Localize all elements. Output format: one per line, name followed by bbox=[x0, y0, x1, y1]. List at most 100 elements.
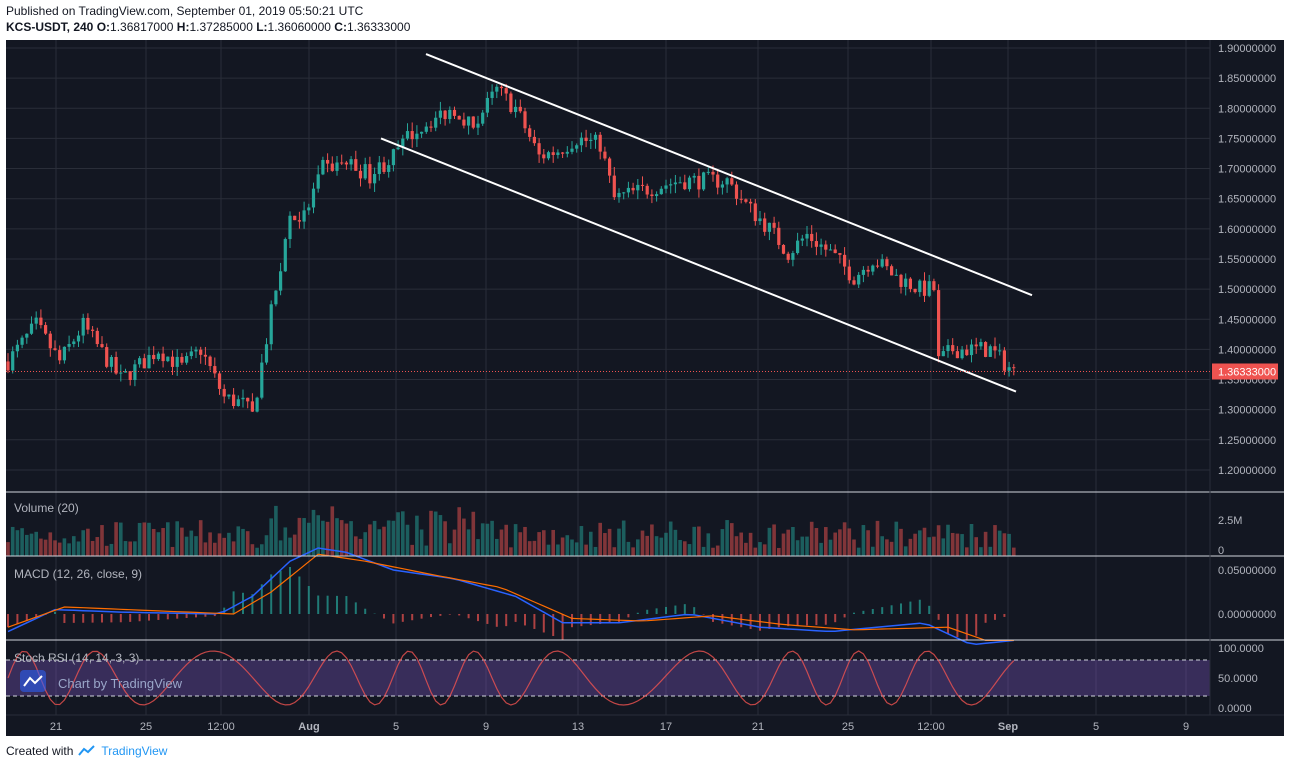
candle bbox=[866, 269, 870, 272]
candle bbox=[128, 371, 132, 380]
price-tick-13: 1.25000000 bbox=[1218, 435, 1276, 447]
channel-lines[interactable] bbox=[380, 53, 1033, 393]
candle bbox=[227, 394, 231, 397]
candle bbox=[25, 333, 29, 338]
candle bbox=[575, 145, 579, 149]
stoch-k-line bbox=[7, 650, 1015, 706]
time-tick-12: 5 bbox=[1093, 721, 1099, 733]
candle bbox=[222, 388, 226, 397]
volume-bar bbox=[382, 526, 386, 556]
volume-bar bbox=[194, 536, 198, 556]
volume-bar bbox=[401, 511, 405, 556]
candle bbox=[368, 164, 372, 184]
symbol-label: KCS-USDT, 240 bbox=[6, 20, 94, 34]
volume-bar bbox=[932, 536, 936, 556]
price-tick-1: 1.85000000 bbox=[1218, 73, 1276, 85]
candle bbox=[899, 274, 903, 287]
ohlc-low: L:1.36060000 bbox=[256, 20, 331, 34]
volume-bar bbox=[260, 544, 264, 556]
volume-bar bbox=[316, 515, 320, 556]
candle bbox=[946, 345, 950, 352]
volume-bar bbox=[283, 527, 288, 556]
volume-bar bbox=[711, 547, 715, 556]
volume-bar bbox=[53, 540, 57, 556]
volume-bar bbox=[123, 541, 128, 556]
candle bbox=[377, 162, 381, 175]
volume-bar bbox=[363, 532, 367, 556]
candle bbox=[857, 274, 861, 285]
candle bbox=[659, 188, 663, 195]
candle bbox=[885, 259, 889, 267]
volume-bar bbox=[819, 542, 823, 556]
candle bbox=[744, 199, 748, 202]
candle bbox=[175, 356, 179, 367]
volume-bar bbox=[20, 528, 24, 556]
volume-bar bbox=[847, 528, 852, 556]
volume-bar bbox=[617, 528, 621, 556]
volume-bar bbox=[325, 521, 330, 556]
candle bbox=[471, 116, 475, 128]
candle bbox=[894, 274, 898, 276]
candle bbox=[979, 342, 983, 347]
volume-bar bbox=[974, 537, 978, 556]
volume-bar bbox=[462, 518, 466, 556]
candle bbox=[645, 185, 649, 195]
candle bbox=[838, 253, 842, 255]
chart-area[interactable]: 1.90000000 1.85000000 1.80000000 1.75000000… bbox=[6, 40, 1284, 736]
volume-bar bbox=[509, 547, 513, 556]
volume-bar bbox=[650, 524, 654, 556]
volume-bar bbox=[687, 544, 692, 556]
candle bbox=[673, 182, 677, 185]
volume-bar bbox=[659, 537, 664, 556]
candle bbox=[72, 341, 76, 345]
volume-bar bbox=[697, 526, 701, 556]
volume-bar bbox=[170, 546, 175, 556]
volume-bar bbox=[673, 529, 678, 556]
candle bbox=[730, 178, 734, 185]
candle bbox=[232, 394, 236, 407]
volume-tick-0: 2.5M bbox=[1218, 515, 1242, 527]
stoch-rsi-line bbox=[7, 650, 1015, 706]
volume-bar bbox=[546, 544, 551, 556]
volume-bar bbox=[156, 532, 161, 556]
volume-bar bbox=[828, 539, 833, 556]
volume-bar bbox=[292, 534, 297, 556]
candle bbox=[283, 239, 287, 272]
volume-bar bbox=[147, 522, 151, 556]
volume-bar bbox=[391, 520, 396, 556]
volume-bar bbox=[861, 525, 866, 556]
candle bbox=[499, 86, 504, 89]
volume-bar bbox=[579, 526, 584, 556]
candle bbox=[1012, 367, 1016, 369]
volume-bar bbox=[410, 544, 414, 556]
candle bbox=[908, 278, 912, 289]
volume-bar bbox=[372, 520, 377, 556]
volume-bar bbox=[593, 546, 598, 556]
volume-bar bbox=[86, 528, 90, 556]
candle bbox=[344, 162, 348, 165]
price-tick-4: 1.70000000 bbox=[1218, 164, 1276, 176]
volume-bar bbox=[603, 533, 607, 556]
price-tick-7: 1.55000000 bbox=[1218, 254, 1276, 266]
volume-bar bbox=[203, 542, 208, 556]
candle bbox=[354, 159, 358, 171]
candle bbox=[913, 288, 917, 293]
volume-bar bbox=[988, 546, 993, 556]
candle bbox=[335, 162, 339, 171]
candle bbox=[147, 354, 151, 369]
volume-bar bbox=[993, 525, 997, 556]
volume-bar bbox=[25, 534, 29, 556]
candle bbox=[814, 241, 818, 247]
time-axis[interactable]: 21 25 12:00 Aug 5 9 13 17 21 25 12:00 Sep 5 9 bbox=[50, 721, 1189, 733]
candle bbox=[528, 128, 532, 137]
volume-bar bbox=[321, 520, 325, 556]
candle bbox=[880, 259, 884, 267]
volume-tick-1: 0 bbox=[1218, 545, 1224, 557]
candle bbox=[960, 349, 964, 359]
candle bbox=[932, 281, 936, 291]
watermark[interactable]: Chart by TradingView bbox=[20, 670, 183, 692]
volume-bar bbox=[419, 529, 424, 556]
last-price-label: 1.36333000 bbox=[1218, 366, 1276, 378]
price-axis[interactable]: 1.90000000 1.85000000 1.80000000 1.75000000… bbox=[6, 43, 1278, 715]
tradingview-link[interactable]: TradingView bbox=[101, 744, 168, 758]
